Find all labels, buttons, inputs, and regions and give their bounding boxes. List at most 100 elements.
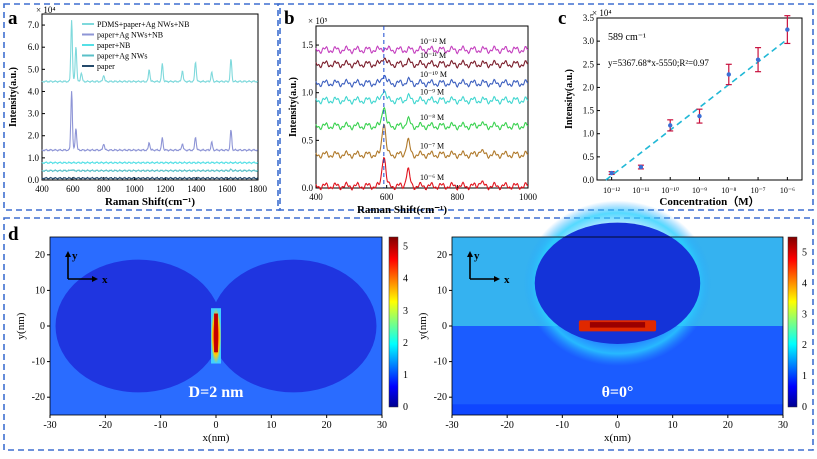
c-title: 589 cm⁻¹ <box>608 32 646 43</box>
d2-substrate-bottom <box>452 404 783 415</box>
d-y-tick-label: -20 <box>32 392 45 403</box>
c-y-tick-label: 0.5 <box>583 152 595 162</box>
d-x-tick-label: -10 <box>556 420 569 431</box>
c-data-point <box>726 72 731 77</box>
d-y-tick-label: -20 <box>434 392 447 403</box>
b-y-exponent: × 10⁵ <box>308 16 327 26</box>
d-x-tick-label: -20 <box>500 420 513 431</box>
b-series-line <box>315 106 528 131</box>
d1-left-particle <box>55 259 222 393</box>
d-y-tick-label: 20 <box>437 250 447 261</box>
a-series-line <box>41 20 259 84</box>
heatmap-d-left: -30 -20 -10 0 10 20 3020100-10-20x(nm)y(nm)xyD… <box>15 236 408 444</box>
c-fit-equation: y=5367.68*x-5550;R²=0.97 <box>608 58 709 68</box>
d-x-tick-label: 10 <box>668 420 678 431</box>
d-caption: θ=0° <box>602 384 634 401</box>
d-y-axis-label: y(nm) <box>417 312 429 339</box>
c-y-tick-label: 1.0 <box>583 129 595 139</box>
c-y-tick-label: 1.5 <box>583 106 595 116</box>
c-x-tick-label: 10⁻⁹ <box>692 186 707 195</box>
a-x-tick-label: 1000 <box>126 184 145 194</box>
a-y-tick-label: 1.0 <box>28 153 40 163</box>
b-series-line <box>315 89 528 106</box>
b-x-axis-label: Raman Shift(cm⁻¹) <box>357 204 447 216</box>
b-series-label: 10⁻¹² M <box>420 37 446 46</box>
a-y-tick-label: 6.0 <box>28 42 40 52</box>
a-x-tick-label: 1400 <box>187 184 206 194</box>
d-y-tick-label: -10 <box>32 357 45 368</box>
a-y-tick-label: 0.0 <box>28 175 40 185</box>
d-x-tick-label: -30 <box>445 420 458 431</box>
d-arrowhead-x <box>494 276 500 282</box>
a-y-tick-label: 5.0 <box>28 64 40 74</box>
a-x-tick-label: 1600 <box>218 184 237 194</box>
a-series-line <box>41 176 259 180</box>
d-axis-x-letter: x <box>102 274 108 286</box>
d-colorbar-tick-label: 2 <box>403 338 408 349</box>
c-data-point <box>609 170 614 176</box>
c-data-point <box>638 164 644 170</box>
a-legend-label: paper+Ag NWs+NB <box>97 31 163 40</box>
d2-particle <box>534 222 701 344</box>
d-arrowhead-y <box>467 251 473 257</box>
b-series-label: 10⁻⁸ M <box>420 113 444 122</box>
panel-bc-border <box>277 3 814 211</box>
c-y-exponent: × 10⁴ <box>592 8 611 18</box>
c-x-axis-label: Concentration（M） <box>659 195 759 208</box>
c-x-tick-label: 10⁻¹¹ <box>632 186 650 195</box>
d-colorbar-tick-label: 1 <box>403 370 408 381</box>
b-y-tick-label: 0.0 <box>302 183 314 193</box>
d1-right-particle <box>210 259 377 393</box>
b-y-tick-label: 1.5 <box>302 40 314 50</box>
c-data-point <box>668 123 673 128</box>
d-x-tick-label: 30 <box>778 420 788 431</box>
d-x-tick-label: -20 <box>99 420 112 431</box>
b-y-tick-label: 1.0 <box>302 88 314 98</box>
b-series-label: 10⁻⁹ M <box>420 87 444 96</box>
b-series-label: 10⁻¹⁰ M <box>420 70 447 79</box>
c-y-tick-label: 2.0 <box>583 82 595 92</box>
d-x-tick-label: 0 <box>615 420 620 431</box>
d-x-tick-label: -30 <box>43 420 56 431</box>
c-y-tick-label: 0.0 <box>583 175 595 185</box>
b-y-tick-label: 0.5 <box>302 135 314 145</box>
d-colorbar-tick-label: 0 <box>802 402 807 413</box>
d-colorbar-tick-label: 4 <box>802 278 807 289</box>
d-axis-x-letter: x <box>504 274 510 286</box>
c-y-tick-label: 3.5 <box>583 13 595 23</box>
d-colorbar-tick-label: 1 <box>802 371 807 382</box>
d-y-tick-label: -10 <box>434 357 447 368</box>
d-caption: D=2 nm <box>189 384 245 401</box>
d1-hotspot-core <box>214 313 218 353</box>
d-x-axis-label: x(nm) <box>203 432 230 444</box>
a-legend-label: PDMS+paper+Ag NWs+NB <box>97 20 189 29</box>
d-y-tick-label: 10 <box>437 285 447 296</box>
d-colorbar <box>388 236 399 408</box>
b-series-label: 10⁻¹¹ M <box>420 51 446 60</box>
c-data-point <box>755 57 761 62</box>
b-y-axis-label: Intensity(a.u.) <box>288 77 299 137</box>
d-x-tick-label: 10 <box>266 420 276 431</box>
d-axis-y-letter: y <box>72 250 78 262</box>
a-x-tick-label: 800 <box>97 184 111 194</box>
a-y-tick-label: 4.0 <box>28 86 40 96</box>
a-legend-label: paper+NB <box>97 41 130 50</box>
panel-label-d: d <box>8 224 19 245</box>
d-colorbar <box>787 236 798 408</box>
b-series-label: 10⁻⁷ M <box>420 142 444 151</box>
b-plot-frame <box>315 25 529 189</box>
d-x-axis-label: x(nm) <box>604 432 631 444</box>
a-plot-frame <box>41 13 259 181</box>
panel-a-border <box>3 3 281 211</box>
b-series-line <box>315 57 528 69</box>
d-x-tick-label: 20 <box>723 420 733 431</box>
c-x-tick-label: 10⁻¹² <box>603 186 621 195</box>
chart-c: 10⁻¹² 10⁻¹¹ 10⁻¹⁰ 10⁻⁹ 10⁻⁸ 10⁻⁷ 10⁻⁶ 0.0 0.5 1.0… <box>564 8 803 208</box>
d2-gap-hotspot-core <box>589 322 646 328</box>
heatmap-d-right: -30 -20 -10 0 10 20 3020100-10-20x(nm)y(nm)xyθ… <box>417 200 807 444</box>
d-colorbar-tick-label: 5 <box>403 242 408 253</box>
a-x-axis-label: Raman Shift(cm⁻¹) <box>105 196 195 208</box>
c-x-tick-label: 10⁻⁶ <box>780 186 795 195</box>
d-y-tick-label: 20 <box>35 250 45 261</box>
a-y-tick-label: 2.0 <box>28 131 40 141</box>
